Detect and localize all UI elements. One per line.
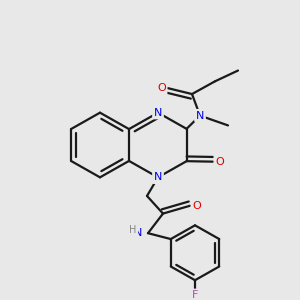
Text: H: H [129, 225, 137, 235]
Text: O: O [157, 83, 166, 93]
Text: N: N [154, 172, 162, 182]
Text: F: F [192, 290, 198, 300]
Text: O: O [215, 157, 224, 167]
Text: N: N [196, 111, 204, 121]
Text: N: N [134, 228, 142, 238]
Text: O: O [192, 201, 201, 211]
Text: N: N [154, 108, 162, 118]
